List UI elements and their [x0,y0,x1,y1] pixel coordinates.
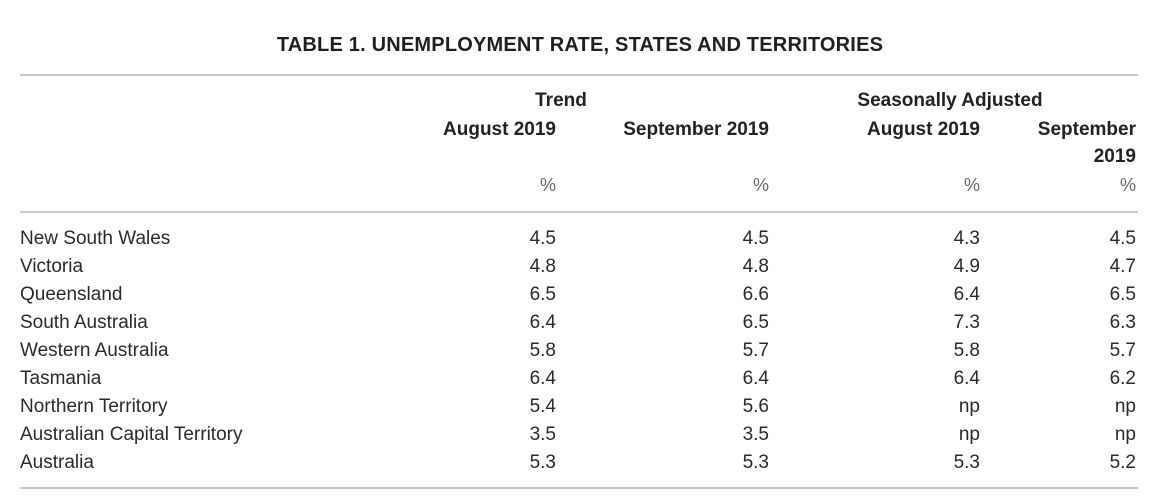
trend-august-value: 6.4 [529,368,556,389]
region-label: Victoria [20,256,84,277]
table-row: Australia 5.3 5.3 5.3 5.2 [0,452,1160,480]
trend-august-value: 6.4 [529,312,556,333]
trend-august-value: 5.3 [529,452,556,473]
top-divider [20,74,1138,76]
unit-label-trend-september: % [752,175,769,195]
trend-august-value: 5.8 [529,340,556,361]
header-divider [20,211,1138,213]
table-title: TABLE 1. UNEMPLOYMENT RATE, STATES AND T… [276,34,884,56]
sa-august-value: np [958,424,980,445]
trend-august-value: 4.8 [529,256,556,277]
region-label: Northern Territory [20,396,168,417]
sa-september-value: np [1114,424,1136,445]
trend-september-value: 3.5 [742,424,769,445]
bottom-divider [20,487,1138,489]
sa-september-value: 5.2 [1109,452,1136,473]
sa-august-value: 7.3 [953,312,980,333]
sa-september-value: 6.2 [1109,368,1136,389]
sa-september-value: 6.5 [1109,284,1136,305]
sa-september-value: 4.5 [1109,228,1136,249]
unit-label-trend-august: % [539,175,556,195]
trend-september-value: 6.5 [742,312,769,333]
column-header-sa-september-year: 2019 [1093,146,1136,167]
region-label: Western Australia [20,340,169,361]
trend-september-value: 6.4 [742,368,769,389]
trend-september-value: 6.6 [742,284,769,305]
column-header-sa-august: August 2019 [867,119,980,140]
trend-september-value: 5.7 [742,340,769,361]
sa-september-value: 4.7 [1109,256,1136,277]
table-row: South Australia 6.4 6.5 7.3 6.3 [0,312,1160,340]
table-row: Northern Territory 5.4 5.6 np np [0,396,1160,424]
trend-september-value: 5.6 [742,396,769,417]
column-header-trend-august: August 2019 [443,119,556,140]
table-row: Tasmania 6.4 6.4 6.4 6.2 [0,368,1160,396]
region-label: Australia [20,452,94,473]
trend-august-value: 5.4 [529,396,556,417]
trend-september-value: 4.8 [742,256,769,277]
trend-september-value: 5.3 [742,452,769,473]
region-label: Tasmania [20,368,102,389]
sa-august-value: np [958,396,980,417]
sa-september-value: np [1114,396,1136,417]
trend-august-value: 4.5 [529,228,556,249]
trend-september-value: 4.5 [742,228,769,249]
sa-september-value: 6.3 [1109,312,1136,333]
region-label: New South Wales [20,228,171,249]
sa-august-value: 5.3 [953,452,980,473]
table-row: Queensland 6.5 6.6 6.4 6.5 [0,284,1160,312]
trend-august-value: 6.5 [529,284,556,305]
region-label: Australian Capital Territory [20,424,243,445]
sa-august-value: 5.8 [953,340,980,361]
table-row: New South Wales 4.5 4.5 4.3 4.5 [0,228,1160,256]
column-header-sa-september: September [1037,119,1136,140]
sa-august-value: 6.4 [953,284,980,305]
table-row: Western Australia 5.8 5.7 5.8 5.7 [0,340,1160,368]
sa-august-value: 4.3 [953,228,980,249]
region-label: South Australia [20,312,148,333]
sa-august-value: 6.4 [953,368,980,389]
group-header-seasonally-adjusted: Seasonally Adjusted [857,90,1043,111]
region-label: Queensland [20,284,123,305]
sa-august-value: 4.9 [953,256,980,277]
unit-label-sa-september: % [1119,175,1136,195]
unit-label-sa-august: % [963,175,980,195]
trend-august-value: 3.5 [529,424,556,445]
table-row: Australian Capital Territory 3.5 3.5 np … [0,424,1160,452]
column-header-trend-september: September 2019 [623,119,769,140]
sa-september-value: 5.7 [1109,340,1136,361]
table-row: Victoria 4.8 4.8 4.9 4.7 [0,256,1160,284]
group-header-trend: Trend [535,90,587,111]
